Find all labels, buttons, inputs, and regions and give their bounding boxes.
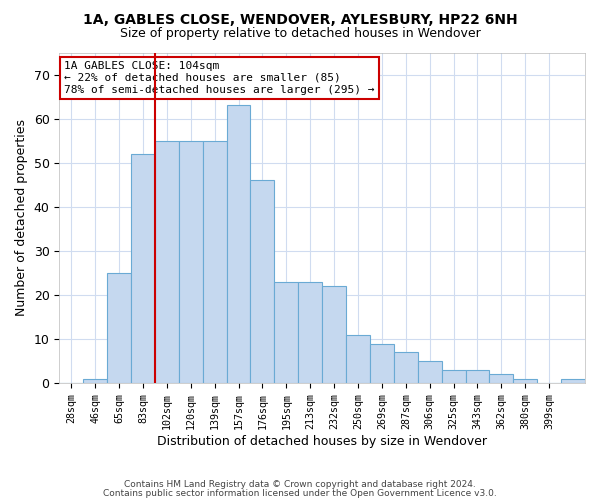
Bar — [346, 334, 370, 383]
Text: 1A, GABLES CLOSE, WENDOVER, AYLESBURY, HP22 6NH: 1A, GABLES CLOSE, WENDOVER, AYLESBURY, H… — [83, 12, 517, 26]
Bar — [179, 140, 203, 383]
Bar — [203, 140, 227, 383]
Text: Contains public sector information licensed under the Open Government Licence v3: Contains public sector information licen… — [103, 489, 497, 498]
Bar — [83, 379, 107, 383]
X-axis label: Distribution of detached houses by size in Wendover: Distribution of detached houses by size … — [157, 434, 487, 448]
Text: Contains HM Land Registry data © Crown copyright and database right 2024.: Contains HM Land Registry data © Crown c… — [124, 480, 476, 489]
Bar — [466, 370, 490, 383]
Bar — [155, 140, 179, 383]
Y-axis label: Number of detached properties: Number of detached properties — [15, 120, 28, 316]
Bar — [370, 344, 394, 383]
Bar — [322, 286, 346, 383]
Bar — [418, 361, 442, 383]
Bar — [490, 374, 514, 383]
Bar — [274, 282, 298, 383]
Bar — [514, 379, 537, 383]
Bar — [298, 282, 322, 383]
Bar — [394, 352, 418, 383]
Bar — [227, 106, 250, 383]
Bar — [131, 154, 155, 383]
Text: 1A GABLES CLOSE: 104sqm
← 22% of detached houses are smaller (85)
78% of semi-de: 1A GABLES CLOSE: 104sqm ← 22% of detache… — [64, 62, 374, 94]
Bar — [250, 180, 274, 383]
Bar — [442, 370, 466, 383]
Text: Size of property relative to detached houses in Wendover: Size of property relative to detached ho… — [119, 28, 481, 40]
Bar — [107, 273, 131, 383]
Bar — [561, 379, 585, 383]
